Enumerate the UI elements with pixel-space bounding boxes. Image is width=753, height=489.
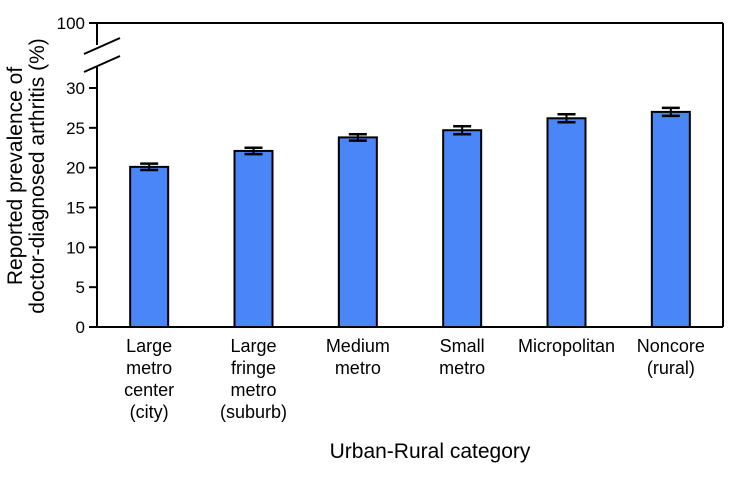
x-tick-label: Large: [230, 336, 276, 356]
bar: [546, 117, 587, 328]
x-tick-label: Small: [440, 336, 485, 356]
y-axis-title: Reported prevalence of: [4, 67, 27, 285]
x-tick-label: (suburb): [220, 402, 287, 422]
bar: [650, 110, 691, 329]
bar: [337, 136, 378, 328]
y-tick-label: 5: [76, 278, 85, 297]
x-axis-title: Urban-Rural category: [330, 440, 531, 463]
x-tick-label: Large: [126, 336, 172, 356]
bar: [442, 129, 483, 328]
bar: [129, 165, 170, 328]
x-tick-label: Noncore: [637, 336, 705, 356]
y-tick-label: 20: [66, 159, 85, 178]
x-tick-label: metro: [126, 358, 172, 378]
x-tick-label: metro: [439, 358, 485, 378]
x-tick-label: Micropolitan: [518, 336, 615, 356]
y-tick-label: 30: [66, 79, 85, 98]
y-axis-title: doctor-diagnosed arthritis (%): [26, 38, 49, 313]
x-tick-label: (city): [130, 402, 169, 422]
x-tick-label: metro: [335, 358, 381, 378]
bar: [233, 149, 274, 328]
y-tick-label: 10: [66, 238, 85, 257]
y-tick-label: 25: [66, 119, 85, 138]
y-tick-label: 0: [76, 318, 85, 337]
y-tick-label: 15: [66, 199, 85, 218]
axis-break-mark-upper: [83, 37, 121, 55]
x-tick-label: fringe: [231, 358, 276, 378]
x-tick-label: center: [124, 380, 174, 400]
x-tick-label: metro: [230, 380, 276, 400]
axis-break-mark-lower: [83, 55, 121, 73]
x-tick-label: (rural): [647, 358, 695, 378]
x-tick-label: Medium: [326, 336, 390, 356]
y-tick-label-top: 100: [57, 14, 85, 33]
